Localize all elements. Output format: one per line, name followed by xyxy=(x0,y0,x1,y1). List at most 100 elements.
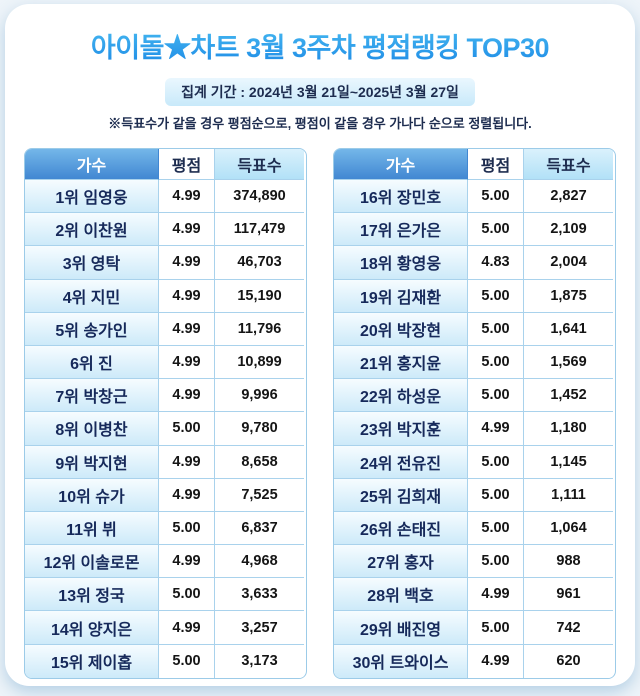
rating-cell: 5.00 xyxy=(468,180,524,214)
artist-cell: 28위 백호 xyxy=(334,578,468,612)
votes-cell: 11,796 xyxy=(215,312,304,346)
table-row: 22위 하성운 5.00 1,452 xyxy=(334,379,615,413)
rating-cell: 4.99 xyxy=(468,644,524,678)
rating-cell: 5.00 xyxy=(468,445,524,479)
rating-cell: 5.00 xyxy=(159,644,215,678)
table-row: 20위 박장현 5.00 1,641 xyxy=(334,312,615,346)
votes-cell: 8,658 xyxy=(215,445,304,479)
table-row: 17위 은가은 5.00 2,109 xyxy=(334,213,615,247)
table-body-left: 1위 임영웅 4.99 374,890 2위 이찬원 4.99 117,479 … xyxy=(25,180,306,678)
page-title: 아이돌★차트 3월 3주차 평점랭킹 TOP30 xyxy=(5,4,635,65)
artist-cell: 24위 전유진 xyxy=(334,445,468,479)
votes-cell: 9,780 xyxy=(215,412,304,446)
artist-cell: 7위 박창근 xyxy=(25,379,159,413)
rating-cell: 5.00 xyxy=(468,213,524,247)
table-row: 19위 김재환 5.00 1,875 xyxy=(334,279,615,313)
rating-cell: 5.00 xyxy=(468,379,524,413)
rating-cell: 5.00 xyxy=(468,279,524,313)
ranking-tables: 가수 평점 득표수 1위 임영웅 4.99 374,890 2위 이찬원 4.9… xyxy=(5,148,635,679)
artist-cell: 13위 정국 xyxy=(25,578,159,612)
rating-cell: 5.00 xyxy=(468,345,524,380)
table-header-right: 가수 평점 득표수 xyxy=(334,149,615,180)
artist-cell: 27위 홍자 xyxy=(334,545,468,579)
votes-cell: 1,180 xyxy=(524,412,613,446)
artist-cell: 14위 양지은 xyxy=(25,611,159,645)
table-row: 12위 이솔로몬 4.99 4,968 xyxy=(25,545,306,579)
artist-cell: 1위 임영웅 xyxy=(25,180,159,214)
votes-cell: 1,145 xyxy=(524,445,613,479)
table-row: 16위 장민호 5.00 2,827 xyxy=(334,180,615,214)
votes-cell: 15,190 xyxy=(215,279,304,313)
votes-cell: 988 xyxy=(524,545,613,579)
table-row: 7위 박창근 4.99 9,996 xyxy=(25,379,306,413)
rating-cell: 5.00 xyxy=(468,312,524,346)
rating-cell: 4.99 xyxy=(159,312,215,346)
column-header-artist: 가수 xyxy=(25,149,159,180)
votes-cell: 1,064 xyxy=(524,511,613,546)
rating-cell: 4.99 xyxy=(159,246,215,280)
votes-cell: 742 xyxy=(524,611,613,645)
rank-table-right: 가수 평점 득표수 16위 장민호 5.00 2,827 17위 은가은 5.0… xyxy=(333,148,616,679)
votes-cell: 10,899 xyxy=(215,345,304,380)
artist-cell: 8위 이병찬 xyxy=(25,412,159,446)
artist-cell: 6위 진 xyxy=(25,345,159,380)
artist-cell: 9위 박지현 xyxy=(25,445,159,479)
table-row: 11위 뷔 5.00 6,837 xyxy=(25,511,306,546)
table-row: 13위 정국 5.00 3,633 xyxy=(25,578,306,612)
votes-cell: 4,968 xyxy=(215,545,304,579)
rating-cell: 5.00 xyxy=(159,511,215,546)
artist-cell: 12위 이솔로몬 xyxy=(25,545,159,579)
table-row: 6위 진 4.99 10,899 xyxy=(25,345,306,380)
artist-cell: 29위 배진영 xyxy=(334,611,468,645)
column-header-votes: 득표수 xyxy=(215,149,304,180)
column-header-votes: 득표수 xyxy=(524,149,613,180)
votes-cell: 1,111 xyxy=(524,478,613,512)
votes-cell: 1,875 xyxy=(524,279,613,313)
table-row: 9위 박지현 4.99 8,658 xyxy=(25,445,306,479)
artist-cell: 26위 손태진 xyxy=(334,511,468,546)
rating-cell: 4.99 xyxy=(159,545,215,579)
rating-cell: 4.99 xyxy=(159,180,215,214)
artist-cell: 11위 뷔 xyxy=(25,511,159,546)
column-header-artist: 가수 xyxy=(334,149,468,180)
artist-cell: 22위 하성운 xyxy=(334,379,468,413)
artist-cell: 30위 트와이스 xyxy=(334,644,468,678)
artist-cell: 21위 홍지윤 xyxy=(334,345,468,380)
rating-cell: 4.99 xyxy=(159,445,215,479)
table-row: 26위 손태진 5.00 1,064 xyxy=(334,511,615,546)
rating-cell: 5.00 xyxy=(468,611,524,645)
votes-cell: 1,641 xyxy=(524,312,613,346)
artist-cell: 16위 장민호 xyxy=(334,180,468,214)
rating-cell: 4.99 xyxy=(159,478,215,512)
rating-cell: 4.83 xyxy=(468,246,524,280)
period-row: 집계 기간 : 2024년 3월 21일~2025년 3월 27일 xyxy=(5,78,635,106)
votes-cell: 1,452 xyxy=(524,379,613,413)
column-header-rating: 평점 xyxy=(159,149,215,180)
artist-cell: 5위 송가인 xyxy=(25,312,159,346)
votes-cell: 2,827 xyxy=(524,180,613,214)
rating-cell: 4.99 xyxy=(468,578,524,612)
votes-cell: 117,479 xyxy=(215,213,304,247)
period-text: 집계 기간 : 2024년 3월 21일~2025년 3월 27일 xyxy=(165,78,475,106)
rating-cell: 4.99 xyxy=(159,279,215,313)
table-row: 30위 트와이스 4.99 620 xyxy=(334,644,615,678)
votes-cell: 6,837 xyxy=(215,511,304,546)
table-row: 1위 임영웅 4.99 374,890 xyxy=(25,180,306,214)
table-row: 15위 제이홉 5.00 3,173 xyxy=(25,644,306,678)
artist-cell: 10위 슈가 xyxy=(25,478,159,512)
rating-cell: 4.99 xyxy=(159,379,215,413)
table-row: 5위 송가인 4.99 11,796 xyxy=(25,312,306,346)
sort-note: ※득표수가 같을 경우 평점순으로, 평점이 같을 경우 가나다 순으로 정렬됩… xyxy=(108,116,532,131)
artist-cell: 23위 박지훈 xyxy=(334,412,468,446)
table-row: 21위 홍지윤 5.00 1,569 xyxy=(334,345,615,380)
rating-cell: 5.00 xyxy=(468,478,524,512)
table-row: 23위 박지훈 4.99 1,180 xyxy=(334,412,615,446)
votes-cell: 620 xyxy=(524,644,613,678)
rating-cell: 5.00 xyxy=(468,545,524,579)
votes-cell: 9,996 xyxy=(215,379,304,413)
votes-cell: 3,633 xyxy=(215,578,304,612)
table-header-left: 가수 평점 득표수 xyxy=(25,149,306,180)
votes-cell: 46,703 xyxy=(215,246,304,280)
table-row: 29위 배진영 5.00 742 xyxy=(334,611,615,645)
artist-cell: 18위 황영웅 xyxy=(334,246,468,280)
